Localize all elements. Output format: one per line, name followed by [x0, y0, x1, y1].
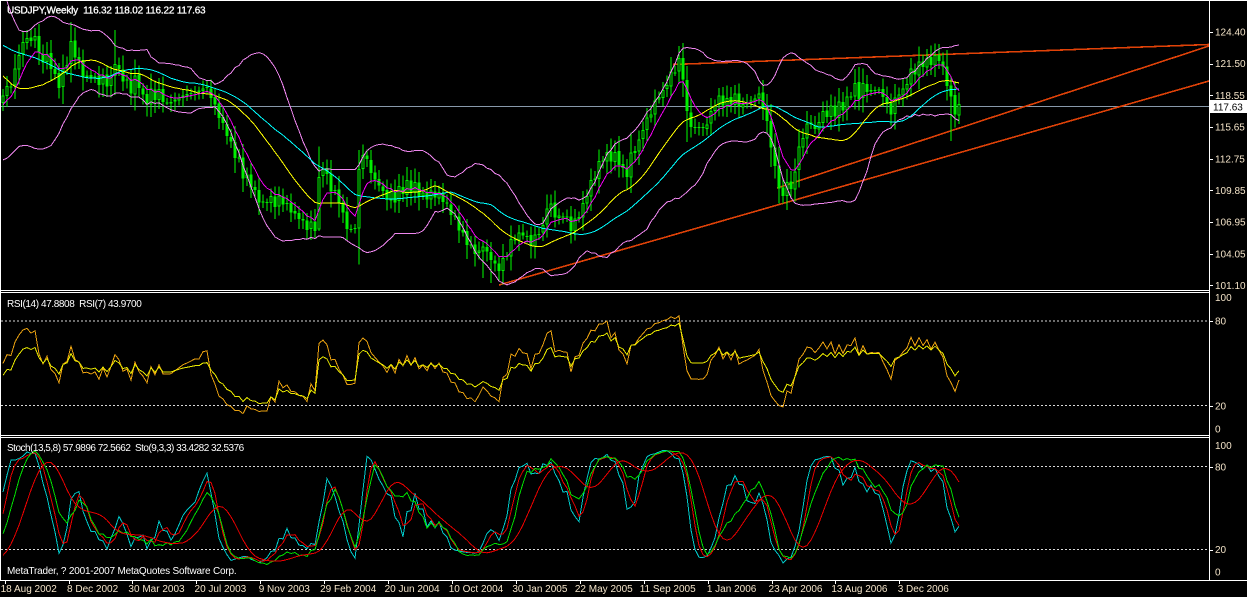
svg-text:121.50: 121.50 [1215, 59, 1246, 70]
svg-text:20: 20 [1215, 545, 1227, 556]
svg-text:3 Dec 2006: 3 Dec 2006 [898, 584, 950, 595]
svg-text:100: 100 [1215, 293, 1232, 304]
svg-text:112.75: 112.75 [1215, 154, 1245, 165]
svg-text:29 Feb 2004: 29 Feb 2004 [320, 584, 377, 595]
svg-text:118.55: 118.55 [1215, 91, 1245, 102]
svg-text:117.63: 117.63 [1213, 103, 1243, 114]
svg-text:101.10: 101.10 [1215, 281, 1246, 292]
svg-text:0: 0 [1215, 425, 1221, 436]
svg-text:13 Aug 2006: 13 Aug 2006 [831, 584, 888, 595]
svg-text:30 Jan 2005: 30 Jan 2005 [512, 584, 567, 595]
svg-text:11 Sep 2005: 11 Sep 2005 [640, 584, 696, 595]
svg-text:10 Oct 2004: 10 Oct 2004 [449, 584, 504, 595]
svg-text:106.95: 106.95 [1215, 218, 1246, 229]
svg-text:0: 0 [1215, 567, 1221, 578]
svg-text:23 Apr 2006: 23 Apr 2006 [769, 584, 823, 595]
svg-text:9 Nov 2003: 9 Nov 2003 [259, 584, 311, 595]
svg-text:18 Aug 2002: 18 Aug 2002 [1, 584, 58, 595]
svg-text:20 Jun 2004: 20 Jun 2004 [385, 584, 440, 595]
svg-text:104.05: 104.05 [1215, 249, 1246, 260]
svg-text:20 Jul 2003: 20 Jul 2003 [195, 584, 247, 595]
svg-text:100: 100 [1215, 441, 1232, 452]
svg-text:RSI(14) 47.8808 RSI(7) 43.970: RSI(14) 47.8808 RSI(7) 43.9700 [7, 299, 142, 310]
svg-text:80: 80 [1215, 462, 1227, 473]
svg-text:115.65: 115.65 [1215, 123, 1245, 134]
svg-text:22 May 2005: 22 May 2005 [575, 584, 633, 595]
svg-text:USDJPY,Weekly 116.32 118.02 1: USDJPY,Weekly 116.32 118.02 116.22 117.6… [7, 6, 206, 17]
svg-text:80: 80 [1215, 316, 1227, 327]
svg-text:1 Jan 2006: 1 Jan 2006 [707, 584, 757, 595]
svg-text:Stoch(13,5,8) 57.9896 72.5662: Stoch(13,5,8) 57.9896 72.5662 Sto(9,3,3)… [7, 443, 245, 454]
svg-text:20: 20 [1215, 401, 1227, 412]
svg-text:MetaTrader, ? 2001-2007 MetaQu: MetaTrader, ? 2001-2007 MetaQuotes Softw… [7, 566, 236, 577]
svg-text:8 Dec 2002: 8 Dec 2002 [67, 584, 119, 595]
svg-text:30 Mar 2003: 30 Mar 2003 [128, 584, 185, 595]
svg-text:109.85: 109.85 [1215, 186, 1246, 197]
svg-text:124.40: 124.40 [1215, 27, 1246, 38]
